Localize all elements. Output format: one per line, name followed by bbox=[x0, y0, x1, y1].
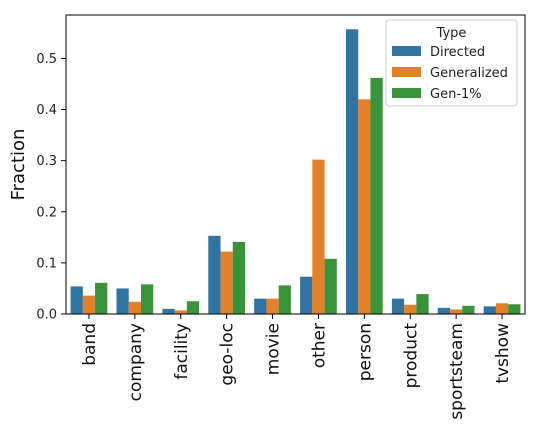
bar-gen-1--geo-loc bbox=[232, 241, 246, 314]
legend-box bbox=[385, 19, 518, 107]
bar-gen-1--company bbox=[140, 284, 154, 314]
bar-generalized-tvshow bbox=[495, 303, 509, 314]
bar-gen-1--band bbox=[95, 282, 108, 314]
x-tick-label: movie bbox=[264, 323, 284, 375]
y-axis-title: Fraction bbox=[8, 129, 29, 201]
bar-directed-movie bbox=[254, 298, 267, 314]
legend-swatch bbox=[392, 67, 421, 77]
bar-directed-other bbox=[300, 276, 313, 314]
bar-directed-geo-loc bbox=[208, 235, 221, 314]
legend-label: Gen-1% bbox=[430, 87, 482, 102]
bar-directed-product bbox=[391, 298, 405, 314]
y-tick-label: 0.4 bbox=[36, 103, 57, 118]
x-tick-label: product bbox=[401, 323, 421, 389]
bar-generalized-person bbox=[358, 99, 371, 314]
legend-swatch bbox=[392, 46, 421, 56]
bar-directed-company bbox=[116, 288, 129, 314]
y-axis: 0.0 0.1 0.2 0.3 0.4 0.5 bbox=[36, 52, 66, 323]
x-tick-label: company bbox=[126, 323, 146, 401]
bar-generalized-facility bbox=[174, 310, 187, 314]
y-tick-label: 0.2 bbox=[36, 205, 57, 220]
x-tick-label: band bbox=[80, 323, 100, 366]
legend-title: Type bbox=[436, 26, 467, 41]
y-tick-label: 0.3 bbox=[36, 154, 57, 169]
bar-gen-1--other bbox=[324, 258, 337, 314]
bar-directed-person bbox=[345, 29, 359, 315]
x-axis: band company facility geo-loc movie other pers… bbox=[80, 314, 513, 420]
bar-gen-1--tvshow bbox=[508, 304, 521, 314]
bar-directed-band bbox=[70, 286, 83, 314]
bar-generalized-movie bbox=[266, 298, 279, 314]
bar-generalized-company bbox=[128, 301, 141, 314]
bar-generalized-band bbox=[82, 295, 96, 314]
legend-label: Generalized bbox=[430, 66, 508, 81]
y-tick-label: 0.5 bbox=[36, 52, 57, 67]
legend-label: Directed bbox=[430, 45, 485, 60]
x-tick-label: tvshow bbox=[493, 323, 513, 384]
legend-swatch bbox=[392, 88, 421, 98]
x-tick-label: sportsteam bbox=[447, 323, 467, 420]
legend: Type Directed Generalized Gen-1% bbox=[385, 19, 518, 107]
y-tick-label: 0.0 bbox=[36, 308, 57, 323]
bar-generalized-other bbox=[312, 159, 325, 314]
bar-gen-1--product bbox=[416, 294, 429, 314]
bar-generalized-sportsteam bbox=[450, 309, 463, 314]
bar-directed-tvshow bbox=[483, 306, 496, 314]
y-tick-label: 0.1 bbox=[36, 256, 57, 271]
bars-group bbox=[70, 29, 521, 315]
bar-gen-1--sportsteam bbox=[462, 305, 475, 314]
x-tick-label: other bbox=[309, 323, 329, 368]
bar-gen-1--facility bbox=[186, 301, 200, 314]
bar-generalized-geo-loc bbox=[220, 251, 233, 314]
bar-directed-sportsteam bbox=[437, 307, 451, 314]
bar-gen-1--person bbox=[370, 77, 383, 315]
x-tick-label: geo-loc bbox=[218, 323, 238, 386]
x-tick-label: person bbox=[355, 323, 375, 381]
plot-frame bbox=[65, 14, 526, 315]
bar-generalized-product bbox=[404, 304, 417, 314]
bar-directed-facility bbox=[162, 308, 175, 314]
bar-gen-1--movie bbox=[278, 285, 291, 314]
x-tick-label: facility bbox=[172, 323, 192, 380]
